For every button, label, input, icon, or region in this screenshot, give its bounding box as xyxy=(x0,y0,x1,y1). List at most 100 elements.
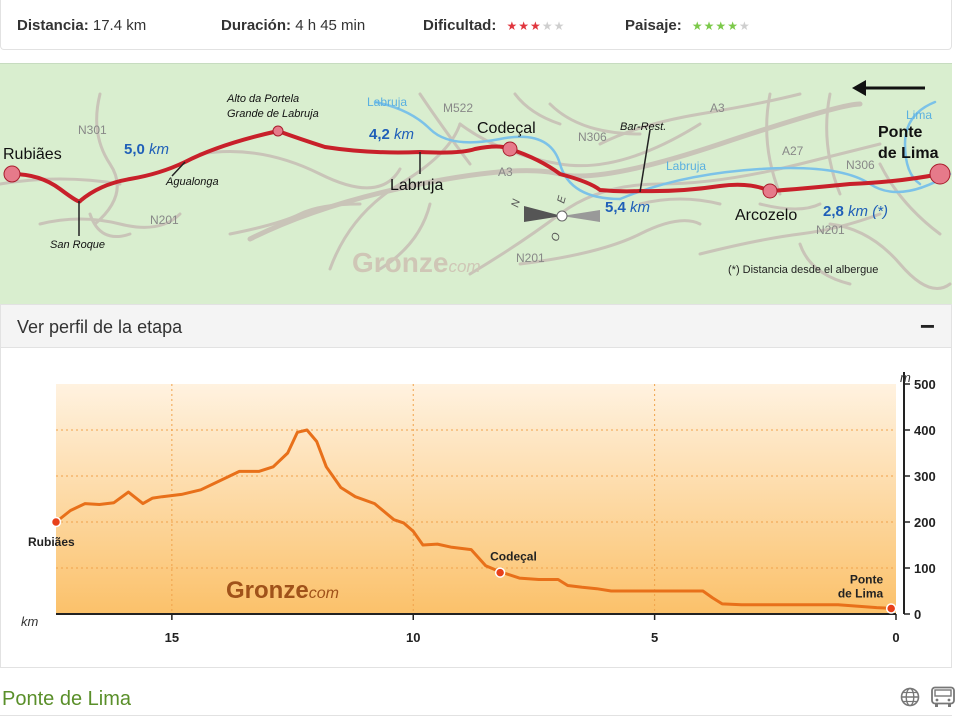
difficulty-stars: ★★★★★ xyxy=(507,19,566,33)
place-label-alto-1: Alto da Portela xyxy=(226,93,299,105)
plot-area xyxy=(56,384,896,614)
road-label: N201 xyxy=(516,251,545,265)
road-label: M522 xyxy=(443,101,473,115)
globe-icon[interactable] xyxy=(900,687,920,707)
road-labels: N301 N201 M522 N306 A3 A3 A27 N306 N201 … xyxy=(78,101,875,265)
road-label: N306 xyxy=(578,130,607,144)
elevation-marker-label: Rubiães xyxy=(28,535,75,549)
y-axis-label: m xyxy=(900,370,911,385)
place-label-ponte: Ponte xyxy=(878,124,923,141)
map-footnote: (*) Distancia desde el albergue xyxy=(728,264,878,276)
waypoint-start[interactable] xyxy=(3,165,21,183)
road-label: A3 xyxy=(498,165,513,179)
elevation-marker-label: de Lima xyxy=(838,586,884,600)
profile-toggle-bar[interactable]: Ver perfil de la etapa − xyxy=(0,304,952,348)
river-labels: Labruja Labruja Lima xyxy=(367,95,932,173)
place-label-codecal: Codeçal xyxy=(477,120,536,137)
place-label-alto-2: Grande de Labruja xyxy=(227,108,319,120)
road-label: N306 xyxy=(846,158,875,172)
x-axis-ticks: 15 10 5 0 xyxy=(165,614,900,645)
star-empty-icon: ★ xyxy=(541,19,554,33)
x-tick-label: 5 xyxy=(651,630,658,645)
rivers xyxy=(373,100,952,201)
elevation-line xyxy=(55,428,897,610)
river-label: Labruja xyxy=(367,95,407,109)
y-tick-label: 100 xyxy=(914,561,936,576)
waypoint-markers xyxy=(3,125,951,199)
road-label: A3 xyxy=(710,101,725,115)
compass-e: E xyxy=(555,194,569,205)
profile-toggle-label[interactable]: Ver perfil de la etapa xyxy=(17,317,183,337)
place-label-rubiaes: Rubiães xyxy=(3,146,62,163)
waypoint-alto[interactable] xyxy=(272,125,284,137)
duration-label: Duración: xyxy=(221,17,292,34)
waypoint-codecal[interactable] xyxy=(502,141,518,157)
road-label: A27 xyxy=(782,144,804,158)
elevation-chart-svg: Gronzecom 15 10 5 0 0 100 200 300 400 500 km m R… xyxy=(21,370,936,645)
distance-labels: 5,0 km 4,2 km 5,4 km 2,8 km (*) xyxy=(124,126,888,220)
route-map[interactable]: N E O N301 N201 M522 N306 A3 A3 A27 N306… xyxy=(0,63,952,305)
next-place-link[interactable]: Ponte de Lima xyxy=(2,688,131,710)
star-filled-icon: ★ xyxy=(691,19,704,33)
y-tick-label: 200 xyxy=(914,515,936,530)
route-map-canvas: N E O N301 N201 M522 N306 A3 A3 A27 N306… xyxy=(0,80,952,290)
place-labels: Rubiães Ponte de Lima Codeçal Labruja Ar… xyxy=(3,93,939,251)
chart-axes xyxy=(56,372,905,615)
route-line xyxy=(10,128,942,204)
elevation-marker xyxy=(885,603,897,614)
distance-label-4: 2,8 km (*) xyxy=(823,203,888,220)
direction-arrow-icon xyxy=(852,80,925,96)
star-filled-icon: ★ xyxy=(715,19,728,33)
elevation-chart: Gronzecom 15 10 5 0 0 100 200 300 400 500 km m R… xyxy=(1,348,951,671)
x-tick-label: 0 xyxy=(892,630,899,645)
y-tick-label: 500 xyxy=(914,377,936,392)
elevation-profile-panel: Gronzecom 15 10 5 0 0 100 200 300 400 500 km m R… xyxy=(0,348,952,668)
y-tick-label: 300 xyxy=(914,469,936,484)
road-label: N201 xyxy=(816,223,845,237)
place-label-agualonga: Agualonga xyxy=(165,176,219,188)
difficulty-stat: Dificultad: ★★★★★ xyxy=(423,17,565,34)
footer-icons xyxy=(900,686,956,708)
compass-icon: N E O xyxy=(509,194,600,243)
distance-label-1: 5,0 km xyxy=(124,141,169,158)
place-label-labruja: Labruja xyxy=(390,177,443,194)
scenery-stat: Paisaje: ★★★★★ xyxy=(625,17,751,34)
river-label: Labruja xyxy=(666,159,706,173)
place-label-de-lima: de Lima xyxy=(878,145,939,162)
x-tick-label: 15 xyxy=(165,630,179,645)
duration-stat: Duración: 4 h 45 min xyxy=(221,17,365,34)
duration-value: 4 h 45 min xyxy=(295,17,366,34)
collapse-button[interactable]: − xyxy=(919,311,935,341)
distance-stat: Distancia: 17.4 km xyxy=(17,17,146,34)
compass-o: O xyxy=(549,231,563,243)
x-tick-label: 10 xyxy=(406,630,420,645)
waypoint-arcozelo[interactable] xyxy=(762,183,778,199)
star-filled-icon: ★ xyxy=(506,19,519,33)
place-label-arcozelo: Arcozelo xyxy=(735,207,797,224)
compass-n: N xyxy=(509,198,523,209)
distance-value: 17.4 km xyxy=(92,17,147,34)
place-label-bar: Bar-Rest. xyxy=(620,121,666,133)
bus-icon[interactable] xyxy=(930,686,956,708)
difficulty-label: Dificultad: xyxy=(423,17,497,34)
elevation-marker-label: Ponte xyxy=(850,572,884,586)
star-filled-icon: ★ xyxy=(518,19,531,33)
elevation-marker-label: Codeçal xyxy=(490,550,537,564)
chart-brand-logo: Gronzecom xyxy=(226,577,339,604)
star-filled-icon: ★ xyxy=(530,19,542,33)
elevation-marker xyxy=(50,516,62,528)
stage-stats-bar: Distancia: 17.4 km Duración: 4 h 45 min … xyxy=(0,0,952,50)
y-tick-label: 0 xyxy=(914,607,921,622)
scenery-label: Paisaje: xyxy=(625,17,682,34)
star-empty-icon: ★ xyxy=(738,19,751,33)
grid-lines xyxy=(56,384,896,614)
star-filled-icon: ★ xyxy=(703,19,716,33)
map-brand-logo: Gronzecom xyxy=(352,247,481,278)
waypoint-end[interactable] xyxy=(929,163,951,185)
elevation-marker xyxy=(494,567,506,578)
river-label: Lima xyxy=(906,108,932,122)
y-tick-label: 400 xyxy=(914,423,936,438)
leader-lines xyxy=(78,129,651,236)
road-label: N201 xyxy=(150,213,179,227)
distance-label-2: 4,2 km xyxy=(369,126,414,143)
